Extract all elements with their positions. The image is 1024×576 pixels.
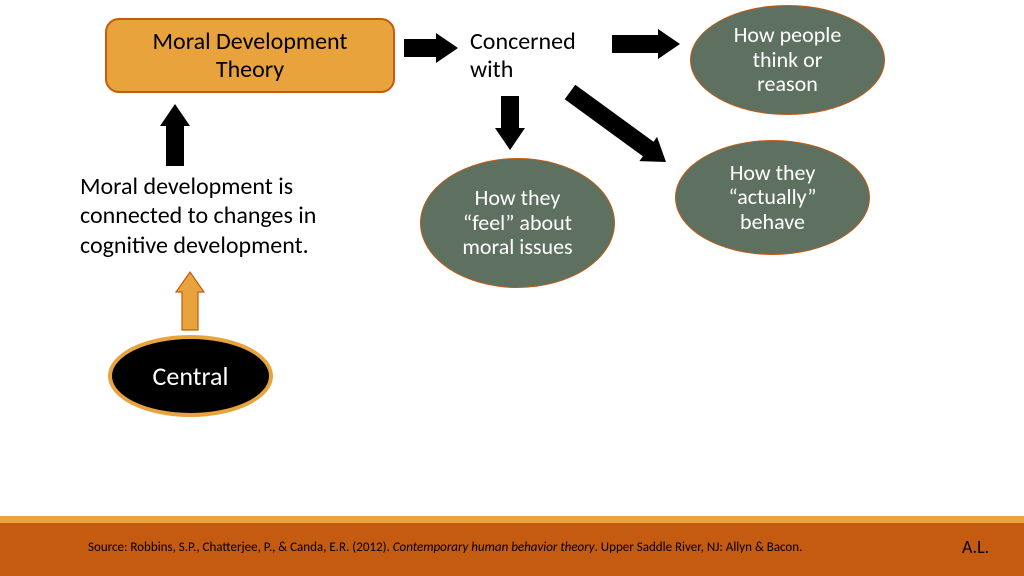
diagram-canvas: Moral Development Theory Concerned with … xyxy=(0,0,1024,576)
concerned-with-text: Concerned with xyxy=(470,28,620,83)
oval-feel: How they “feel” about moral issues xyxy=(420,158,615,288)
source-suffix: . Upper Saddle River, NJ: Allyn & Bacon. xyxy=(595,540,803,555)
title-box-label: Moral Development Theory xyxy=(107,28,393,83)
para-line2: connected to changes in xyxy=(80,201,380,230)
behave-line1: How they xyxy=(729,161,817,186)
para-line1: Moral development is xyxy=(80,172,380,201)
footer-initials: A.L. xyxy=(962,536,989,558)
central-label: Central xyxy=(153,360,229,392)
footer-source: Source: Robbins, S.P., Chatterjee, P., &… xyxy=(88,540,802,555)
behave-line3: behave xyxy=(729,210,817,235)
source-prefix: Source: Robbins, S.P., Chatterjee, P., &… xyxy=(88,540,393,555)
think-line2: think or xyxy=(734,48,842,73)
para-line3: cognitive development. xyxy=(80,231,380,260)
feel-line3: moral issues xyxy=(462,235,572,260)
source-italic: Contemporary human behavior theory xyxy=(393,540,595,555)
think-line3: reason xyxy=(734,72,842,97)
central-paragraph: Moral development is connected to change… xyxy=(80,172,380,260)
oval-think-reason: How people think or reason xyxy=(690,5,885,115)
think-line1: How people xyxy=(734,23,842,48)
oval-central: Central xyxy=(108,335,273,417)
footer-top-stripe xyxy=(0,516,1024,523)
oval-behave: How they “actually” behave xyxy=(675,140,870,255)
concerned-line1: Concerned xyxy=(470,28,620,56)
initials-text: A.L. xyxy=(962,536,989,558)
concerned-line2: with xyxy=(470,56,620,84)
title-box: Moral Development Theory xyxy=(105,18,395,93)
behave-line2: “actually” xyxy=(729,185,817,210)
feel-line2: “feel” about xyxy=(462,211,572,236)
feel-line1: How they xyxy=(462,186,572,211)
